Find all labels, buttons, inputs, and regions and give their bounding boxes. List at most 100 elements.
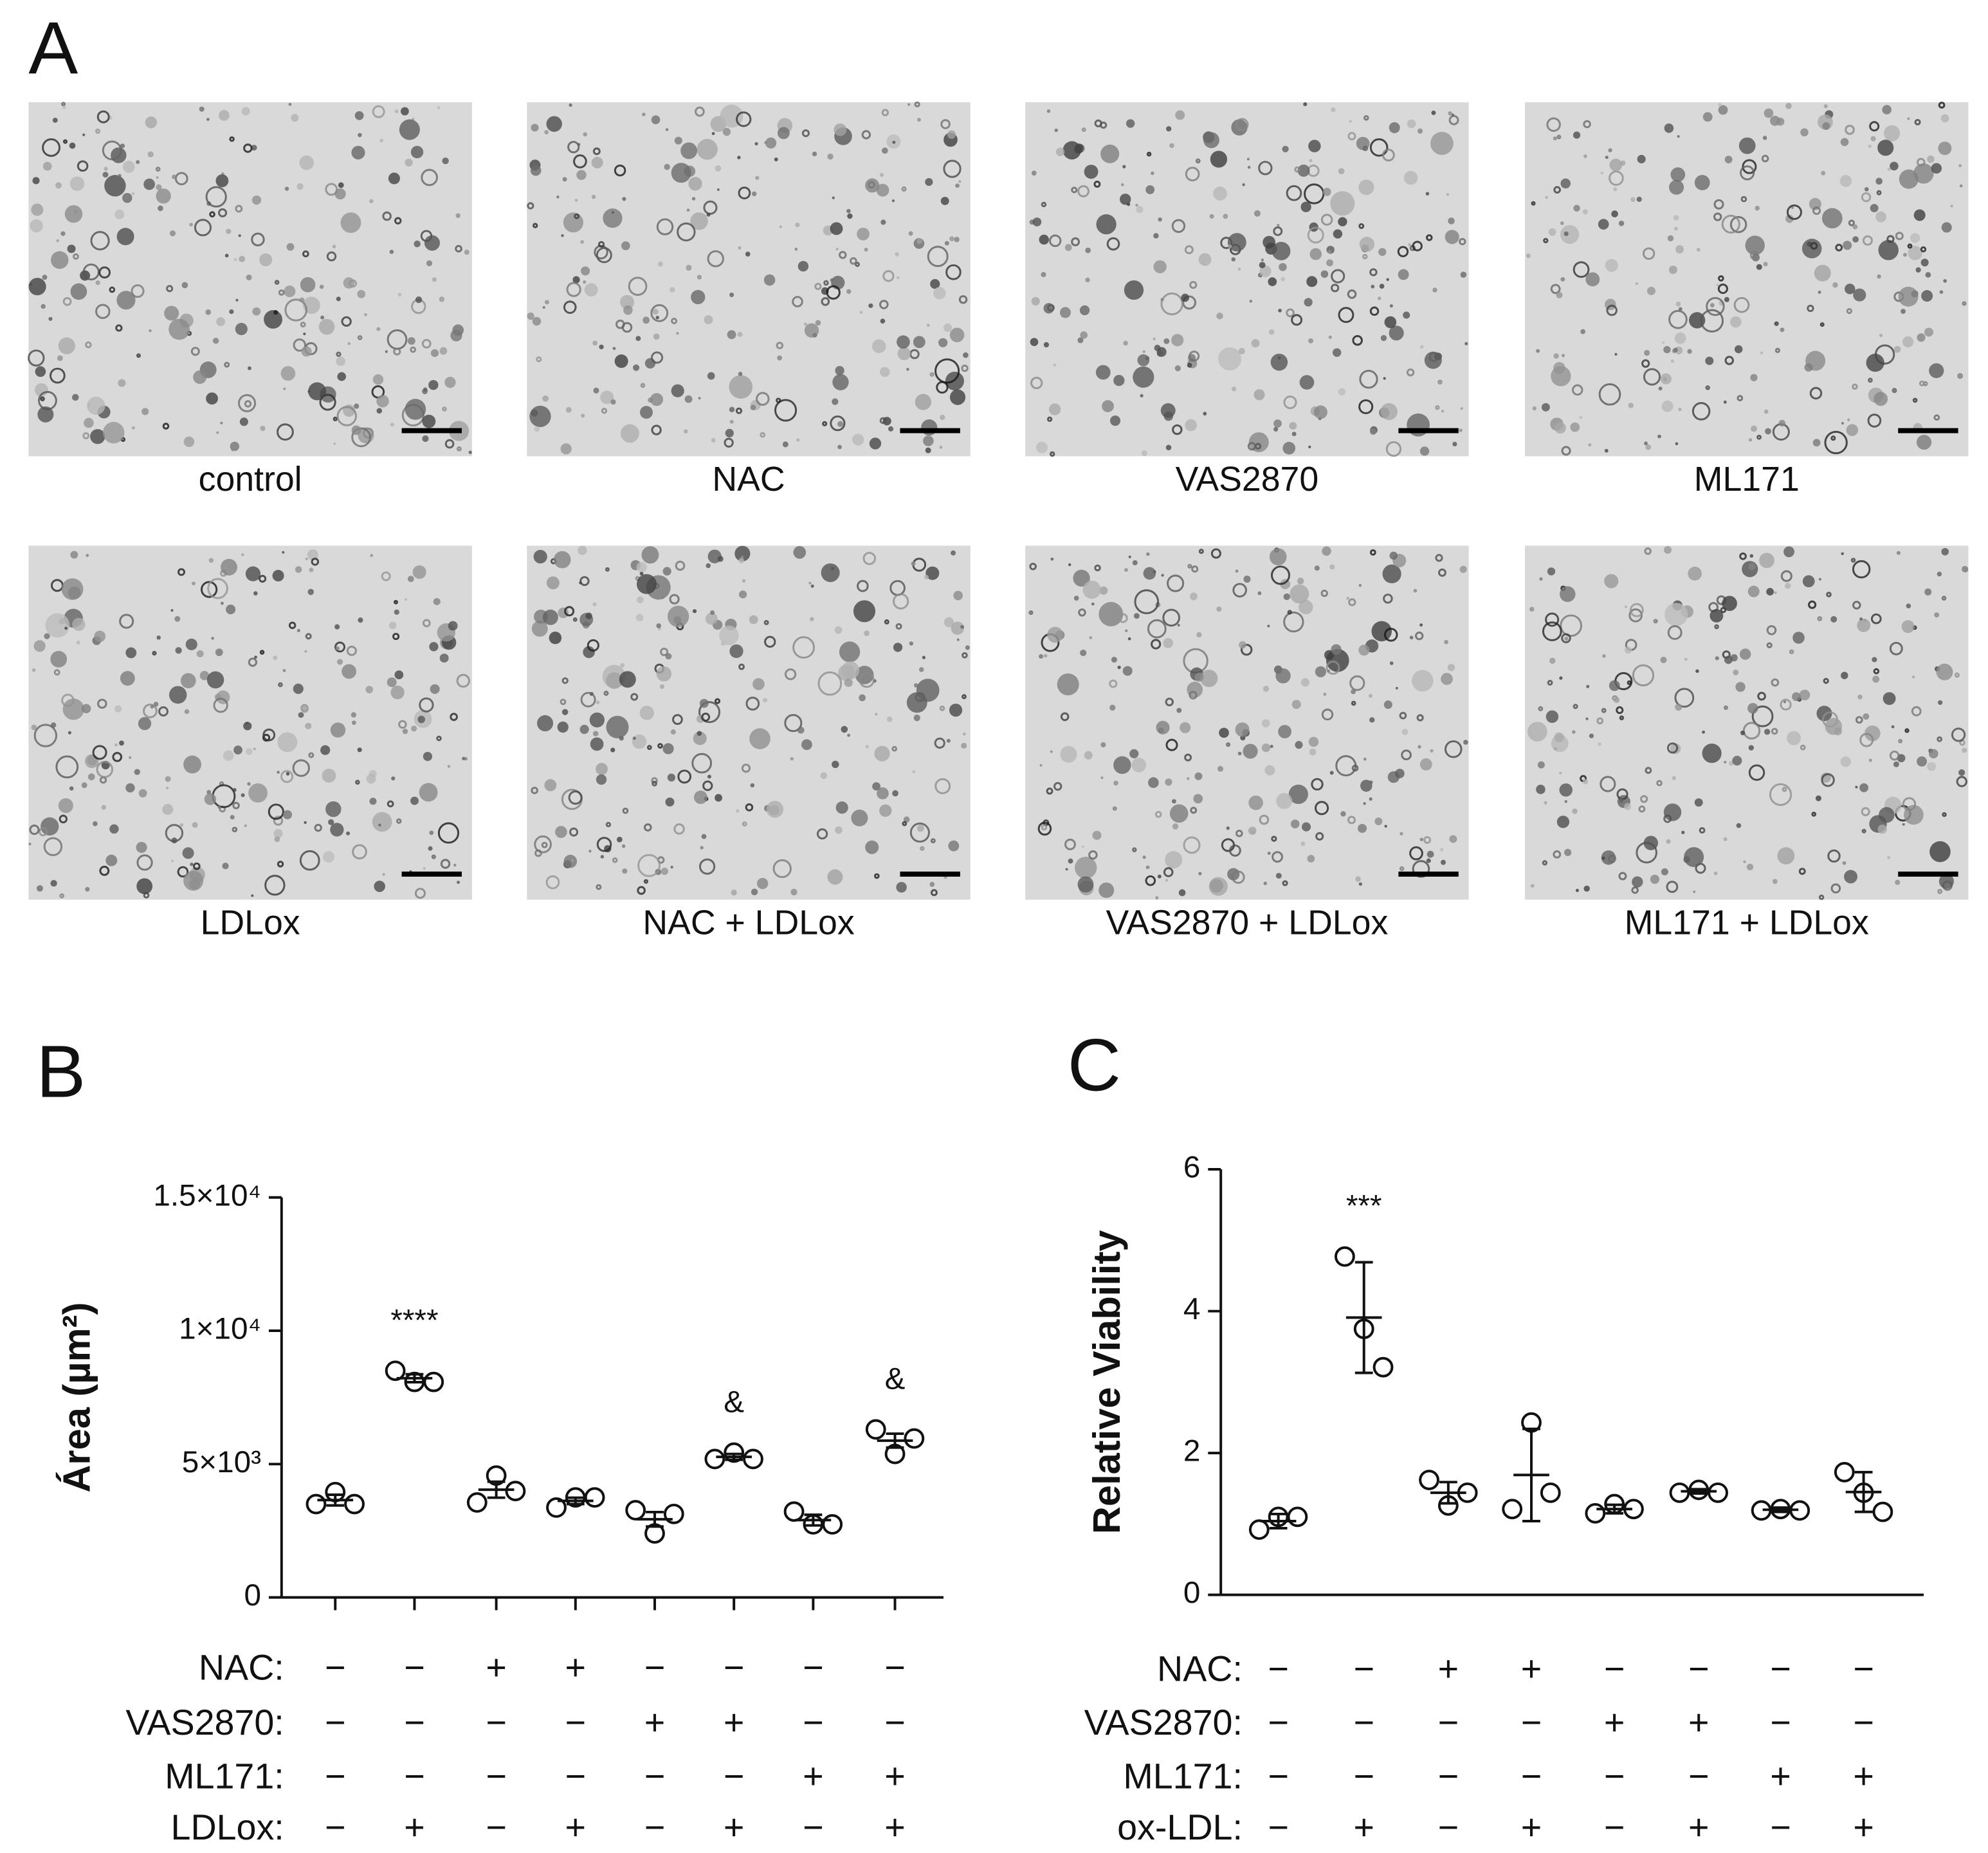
cell [1331,107,1336,113]
cell [1064,838,1076,850]
cell [1637,154,1646,163]
cell [372,105,385,118]
cell [673,823,685,835]
cell [951,550,956,556]
cell [841,726,848,733]
cell [442,157,449,165]
cell [402,728,408,735]
cell [1730,316,1742,328]
y-tick-label: 2 [1183,1434,1201,1468]
cell [72,617,86,632]
cell [948,840,960,852]
cell [1625,605,1628,608]
cell [643,823,652,832]
cell [1338,217,1347,226]
cell [1156,720,1170,735]
cell [1459,238,1466,246]
treatment-sign: − [1853,1702,1874,1742]
cell [456,673,470,688]
treatment-sign: − [565,1702,586,1742]
cell [698,397,701,400]
cell [58,337,75,354]
treatment-sign: + [644,1702,665,1742]
cell [1120,183,1124,187]
cell [351,145,365,160]
cell [544,130,549,134]
cell [239,255,246,262]
cell [680,142,698,160]
cell [534,849,542,857]
cell [850,257,857,265]
cell [596,774,607,785]
cell [656,218,674,235]
cell [916,238,922,244]
cell [1958,164,1962,167]
cell [1326,259,1333,267]
cell [1210,548,1221,559]
cell [1236,829,1243,837]
treatment-sign: − [1604,1649,1625,1689]
cell [1418,745,1421,749]
cell [169,230,176,237]
cell [1213,187,1227,201]
cell [1756,734,1760,737]
cell [1638,805,1646,813]
cell [1198,549,1204,554]
cell [84,754,99,769]
cell [714,698,721,704]
cell [115,324,123,332]
cell [1223,214,1228,219]
cell [643,316,650,324]
cell [1286,185,1302,201]
cell [1553,850,1562,859]
cell [1151,639,1162,650]
cell [376,327,381,331]
cell [1190,807,1198,814]
cell [792,296,803,307]
cell [1079,305,1090,316]
cell [1807,304,1814,313]
cell [963,352,969,358]
cell [930,278,940,289]
cell [1774,321,1779,326]
cell [596,837,612,852]
cell [185,673,188,677]
cell [610,747,616,753]
cell [370,554,374,558]
cell [697,139,718,160]
cell [579,581,582,585]
cell [334,641,346,653]
cell [1852,224,1858,230]
cell [1636,196,1642,202]
cell [62,139,68,144]
cell [893,643,903,652]
cell [1189,691,1198,700]
cell [357,747,362,753]
cell [1286,308,1295,318]
cell [1128,555,1131,558]
cell [566,282,581,297]
cell [1650,874,1660,884]
cell [389,250,394,254]
cell [1029,562,1037,571]
cell [717,556,724,562]
cell [1771,727,1778,735]
cell [1118,613,1128,623]
cell [955,183,960,188]
cell [1740,196,1747,203]
cell [38,390,57,410]
cell [1146,552,1150,556]
cell [1865,725,1881,742]
cell [1267,852,1271,855]
cell [697,731,702,736]
cell [917,118,921,122]
cell [1239,641,1246,649]
cell [1560,586,1576,602]
cell [1556,134,1562,140]
cell [1745,235,1765,255]
cell [1403,311,1410,319]
cell [1735,682,1746,692]
cell [1377,297,1382,300]
cell [282,551,285,554]
cell [1821,208,1843,229]
